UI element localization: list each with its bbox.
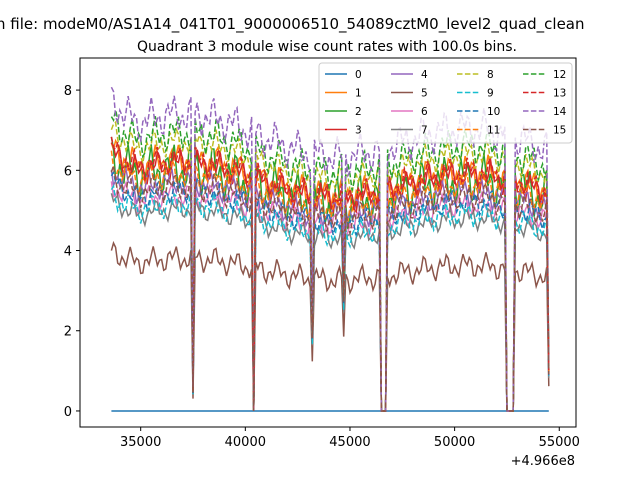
series-line-10 — [110, 170, 550, 412]
axes-frame — [79, 57, 577, 428]
legend-label: 0 — [355, 69, 362, 81]
legend-label: 8 — [487, 69, 494, 81]
y-tick-label: 2 — [64, 325, 72, 340]
y-tick-label: 8 — [64, 84, 72, 99]
series-line-9 — [110, 184, 550, 412]
x-axis: 35000 40000 45000 50000 55000 — [120, 427, 580, 450]
legend-label: 4 — [421, 69, 428, 81]
series-line-15 — [110, 165, 550, 412]
x-tick-label: 40000 — [225, 435, 266, 450]
series-line-12 — [110, 109, 550, 412]
chart-title: Quadrant 3 module wise count rates with … — [137, 39, 517, 55]
figure-suptitle: n file: modeM0/AS1A14_041T01_9000006510_… — [0, 15, 585, 34]
legend-label: 5 — [421, 88, 428, 100]
x-tick-label: 55000 — [539, 435, 580, 450]
x-tick-label: 45000 — [329, 435, 370, 450]
series-line-11 — [110, 150, 550, 412]
legend-label: 7 — [421, 125, 428, 137]
legend-label: 3 — [355, 125, 362, 137]
series-line-8 — [110, 120, 550, 412]
legend-label: 6 — [421, 106, 428, 118]
y-tick-label: 4 — [64, 245, 72, 260]
legend-label: 15 — [553, 125, 566, 137]
legend-label: 11 — [487, 125, 500, 137]
x-axis-offset-label: +4.966e8 — [511, 454, 575, 469]
legend-label: 9 — [487, 88, 494, 100]
y-axis: 0 2 4 6 8 — [64, 84, 80, 420]
legend-label: 10 — [487, 106, 500, 118]
series-line-7 — [110, 193, 550, 412]
x-tick-label: 50000 — [434, 435, 475, 450]
x-tick-label: 35000 — [120, 435, 161, 450]
legend-label: 14 — [553, 106, 567, 118]
legend-box — [318, 62, 573, 144]
y-tick-label: 0 — [64, 405, 72, 420]
series-line-13 — [110, 136, 550, 412]
legend-label: 12 — [553, 69, 566, 81]
y-tick-label: 6 — [64, 164, 72, 179]
series-line-5 — [110, 240, 550, 412]
legend-label: 2 — [355, 106, 362, 118]
legend-label: 1 — [355, 88, 362, 100]
legend-label: 13 — [553, 88, 566, 100]
series-line-6 — [110, 180, 550, 412]
